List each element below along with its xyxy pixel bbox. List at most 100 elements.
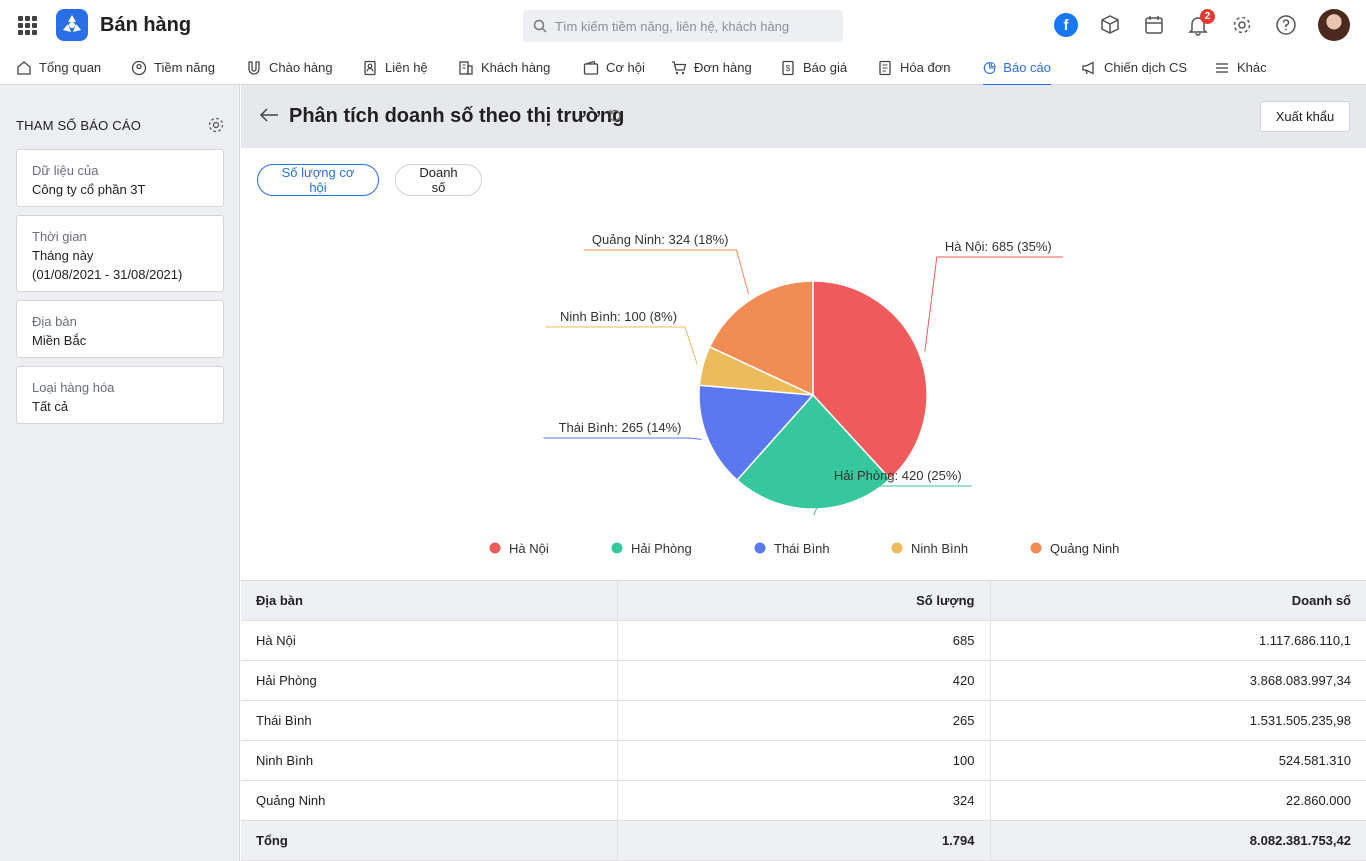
package-search-icon[interactable] [1098, 13, 1122, 37]
cell-region: Hải Phòng [241, 660, 618, 701]
col-header-region[interactable]: Địa bàn [241, 580, 618, 621]
nav-bao-cao[interactable]: Báo cáo [983, 50, 1051, 86]
param-label: Loại hàng hóa [32, 380, 115, 395]
page-title: Phân tích doanh số theo thị trường [289, 105, 625, 127]
col-header-quantity[interactable]: Số lượng [617, 580, 991, 621]
table-total-row: Tổng 1.794 8.082.381.753,42 [241, 820, 1366, 861]
nav-co-hoi[interactable]: Cơ hội [583, 50, 645, 85]
nav-label: Báo giá [803, 60, 848, 75]
param-value: Miền Bắc [32, 333, 87, 348]
nav-chao-hang[interactable]: Chào hàng [246, 50, 333, 85]
pie-slice[interactable] [698, 384, 815, 482]
sidebar-title: THAM SỐ BÁO CÁO [16, 118, 142, 133]
nav-khac[interactable]: Khác [1214, 50, 1267, 85]
back-arrow-icon[interactable] [259, 107, 279, 123]
export-button[interactable]: Xuất khẩu [1260, 101, 1350, 132]
cell-total-quantity: 1.794 [617, 820, 991, 861]
nav-tiem-nang[interactable]: Tiềm năng [131, 50, 215, 85]
settings-icon[interactable] [1230, 13, 1254, 37]
tab-revenue[interactable]: Doanh số [395, 164, 482, 196]
param-value: Tháng này [32, 248, 94, 263]
legend-label[interactable]: Ninh Bình [911, 541, 968, 556]
search-box[interactable] [523, 10, 843, 42]
nav-label: Chào hàng [269, 60, 333, 75]
pie-slice[interactable] [812, 280, 928, 481]
param-value: Tất cả [32, 399, 69, 414]
user-avatar[interactable] [1318, 9, 1350, 41]
facebook-icon[interactable]: f [1054, 13, 1078, 37]
nav-label: Báo cáo [1003, 60, 1051, 75]
cell-revenue: 524.581.310 [990, 740, 1366, 781]
prospect-icon [131, 60, 147, 75]
quote-icon: $ [782, 60, 794, 75]
param-card-data-owner[interactable]: Dữ liệu của Công ty cổ phần 3T [16, 149, 224, 207]
calendar-icon[interactable] [1142, 13, 1166, 37]
legend-marker [754, 542, 766, 554]
param-card-region[interactable]: Địa bàn Miền Bắc [16, 300, 224, 358]
nav-label: Khách hàng [481, 60, 551, 75]
pie-data-label: Hải Phòng: 420 (25%) [834, 468, 962, 483]
nav-hoa-don[interactable]: Hóa đơn [877, 50, 950, 85]
legend-label[interactable]: Quảng Ninh [1050, 541, 1119, 556]
table-row[interactable]: Hà Nội 685 1.117.686.110,1 [241, 620, 1366, 661]
pie-leader-line [543, 437, 702, 440]
legend-marker [891, 542, 903, 554]
nav-label: Đơn hàng [694, 60, 752, 75]
cell-region: Thái Bình [241, 700, 618, 741]
pie-chart: Hà Nội: 685 (35%) Hải Phòng: 420 (25%) Thá… [489, 232, 1119, 556]
param-value-range: (01/08/2021 - 31/08/2021) [32, 267, 183, 282]
invoice-icon [879, 60, 891, 75]
search-icon [533, 19, 547, 33]
nav-bao-gia[interactable]: $ Báo giá [780, 50, 847, 85]
table-row[interactable]: Quảng Ninh 324 22.860.000 [241, 780, 1366, 821]
cell-quantity: 265 [617, 700, 991, 741]
param-card-goods-type[interactable]: Loại hàng hóa Tất cả [16, 366, 224, 424]
legend-label[interactable]: Hải Phòng [631, 541, 692, 556]
refresh-icon[interactable] [607, 108, 623, 124]
cell-region: Quảng Ninh [241, 780, 618, 821]
legend-marker [489, 542, 501, 554]
nav-tong-quan[interactable]: Tổng quan [16, 50, 101, 85]
table-row[interactable]: Ninh Bình 100 524.581.310 [241, 740, 1366, 781]
app-logo-icon [56, 9, 88, 41]
search-input[interactable] [555, 10, 835, 42]
cell-revenue: 1.117.686.110,1 [990, 620, 1366, 661]
cart-icon [672, 60, 687, 74]
param-label: Địa bàn [32, 314, 77, 329]
gear-icon[interactable] [207, 116, 225, 134]
nav-lien-he[interactable]: Liên hệ [362, 50, 428, 85]
pie-leader-line [583, 249, 749, 294]
pie-slice[interactable] [708, 280, 814, 397]
pie-leader-line [813, 485, 972, 516]
nav-khach-hang[interactable]: Khách hàng [458, 50, 550, 85]
cell-total-label: Tổng [241, 820, 618, 861]
nav-don-hang[interactable]: Đơn hàng [671, 50, 752, 85]
nav-label: Tiềm năng [154, 60, 215, 75]
param-label: Dữ liệu của [32, 163, 99, 178]
param-card-time[interactable]: Thời gian Tháng này (01/08/2021 - 31/08/… [16, 215, 224, 292]
table-row[interactable]: Hải Phòng 420 3.868.083.997,34 [241, 660, 1366, 701]
megaphone-icon [1082, 60, 1094, 75]
help-icon[interactable] [1274, 13, 1298, 37]
legend-label[interactable]: Thái Bình [774, 541, 830, 556]
cell-quantity: 420 [617, 660, 991, 701]
pie-slice[interactable] [736, 393, 892, 510]
tab-opportunity-count[interactable]: Số lượng cơ hội [257, 164, 379, 196]
nav-label: Chiến dịch CS [1104, 60, 1188, 75]
svg-text:$: $ [786, 64, 791, 73]
table-row[interactable]: Thái Bình 265 1.531.505.235,98 [241, 700, 1366, 741]
app-grid-icon[interactable] [18, 16, 37, 35]
notification-badge: 2 [1200, 9, 1215, 24]
cell-quantity: 324 [617, 780, 991, 821]
cell-region: Ninh Bình [241, 740, 618, 781]
legend-label[interactable]: Hà Nội [509, 541, 549, 556]
pie-leader-line [924, 256, 1064, 352]
table-header-row: Địa bàn Số lượng Doanh số [241, 580, 1366, 621]
report-table: Địa bàn Số lượng Doanh số Hà Nội 685 1.1… [241, 580, 1366, 861]
col-header-revenue[interactable]: Doanh số [990, 580, 1366, 621]
home-icon [17, 60, 31, 75]
main-nav: Tổng quan Tiềm năng Chào hàng Liên hệ Kh… [0, 50, 1366, 86]
nav-chien-dich-cs[interactable]: Chiến dịch CS [1081, 50, 1187, 85]
nav-label: Khác [1237, 60, 1267, 75]
cell-revenue: 22.860.000 [990, 780, 1366, 821]
